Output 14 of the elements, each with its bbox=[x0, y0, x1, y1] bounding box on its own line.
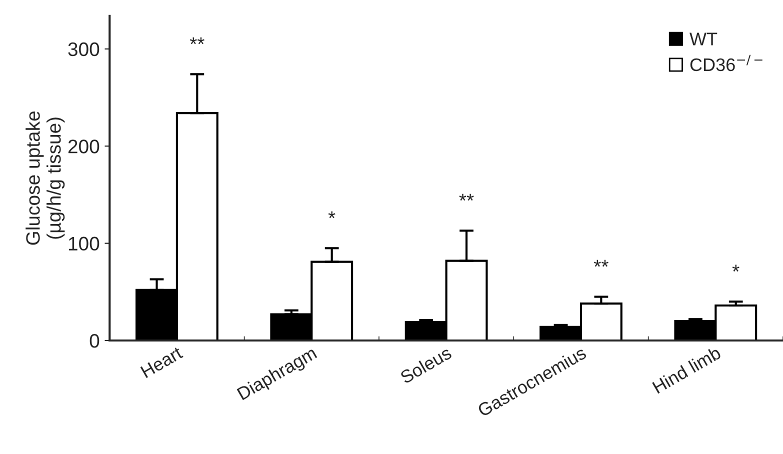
legend-label: WT bbox=[690, 32, 718, 46]
annotation: * bbox=[328, 211, 336, 218]
y-tick-label: 300 bbox=[68, 42, 100, 56]
annotation: ** bbox=[190, 37, 204, 44]
annotation: ** bbox=[594, 260, 608, 267]
annotation: ** bbox=[459, 194, 474, 201]
y-axis-title: Glucose uptake (µg/h/g tissue) bbox=[26, 112, 65, 245]
x-tick-label: Hind limb bbox=[652, 346, 722, 394]
y-tick-label: 100 bbox=[68, 236, 100, 251]
annotation: * bbox=[732, 264, 740, 272]
legend-label: CD36$^{−/−}$ bbox=[690, 54, 762, 72]
y-tick-label: 0 bbox=[90, 334, 100, 348]
x-tick-label: Heart bbox=[140, 346, 184, 378]
y-tick-label: 200 bbox=[68, 140, 100, 154]
